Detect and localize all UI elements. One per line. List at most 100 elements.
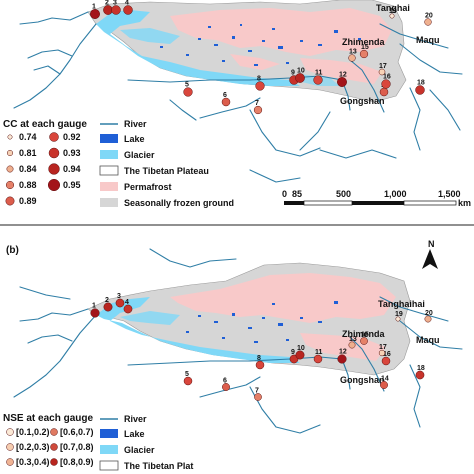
gauge-marker-19	[389, 13, 395, 19]
place-maqu: Maqu	[416, 335, 440, 345]
place-gongshan: Gongshan	[340, 375, 385, 385]
glacier-area	[120, 311, 180, 325]
panel-label-b: (b)	[6, 245, 19, 256]
legend-seasonal: Seasonally frozen ground	[124, 198, 234, 208]
legend-cc-label: 0.84	[19, 164, 37, 174]
gauge-label-17: 17	[379, 344, 387, 351]
gauge-label-11: 11	[315, 349, 323, 356]
gauge-label-7: 7	[255, 387, 259, 394]
scale-label-0: 0	[282, 189, 287, 199]
scale-bar: 0 85 500 1,000 1,500 km	[282, 189, 471, 208]
legend-cc: CC at each gauge 0.74 0.92 0.81 0.93 0.84 0.9…	[3, 119, 87, 206]
glacier-area	[96, 10, 300, 86]
gauge-label-1: 1	[92, 303, 96, 310]
legend-cc-label: 0.93	[63, 148, 81, 158]
gauge-label-15: 15	[361, 44, 369, 51]
gauge-marker-16	[381, 79, 391, 89]
gauge-label-13: 13	[349, 49, 357, 56]
plateau-swatch	[99, 460, 119, 471]
gauge-label-13: 13	[349, 336, 357, 343]
gauge-label-19: 19	[395, 311, 403, 318]
place-maqu: Maqu	[416, 35, 440, 45]
gauge-marker-13	[348, 54, 356, 62]
gauge-marker-3	[115, 298, 125, 308]
gauge-marker-3	[111, 5, 121, 15]
gauge-label-1: 1	[92, 3, 96, 10]
gauge-label-10: 10	[297, 67, 305, 74]
gauge-marker-8	[255, 81, 265, 91]
gauge-label-12: 12	[339, 71, 347, 78]
legend-cc-label: 0.74	[19, 132, 37, 142]
gauge-marker-19	[395, 316, 401, 322]
legend-lake: Lake	[124, 429, 145, 439]
gauge-label-18: 18	[417, 365, 425, 372]
scale-label-1500: 1,500	[438, 189, 461, 199]
lake-swatch	[100, 429, 118, 438]
permafrost-area	[230, 54, 280, 70]
place-tanghaihai: Tanghaihai	[378, 299, 425, 309]
legend-cc-swatch	[5, 180, 15, 190]
gauge-label-3: 3	[117, 293, 121, 300]
lakes	[186, 301, 338, 343]
lakes	[160, 24, 361, 66]
gauge-marker-14	[380, 381, 388, 389]
permafrost-area	[300, 58, 382, 84]
gauge-marker-1	[90, 308, 100, 318]
gauge-label-14: 14	[381, 375, 389, 382]
legend-river: River	[124, 414, 147, 424]
gauge-label-6: 6	[223, 92, 227, 99]
legend-cc-swatch	[48, 163, 60, 175]
panel-b: (b) N	[0, 237, 474, 474]
legend-nse-label: [0.3,0.4)	[16, 457, 50, 467]
legend-cc-swatch	[6, 149, 14, 157]
legend-nse-label: [0.2,0.3)	[16, 442, 50, 452]
permafrost-swatch	[100, 182, 118, 191]
legend-cc-label: 0.81	[19, 148, 37, 158]
gauge-marker-7	[254, 393, 262, 401]
legend-cc-label: 0.88	[19, 180, 37, 190]
gauge-marker-10	[295, 350, 305, 360]
gauge-label-20: 20	[425, 13, 433, 20]
legend-nse-swatch	[50, 443, 58, 451]
gauge-marker-20	[424, 18, 432, 26]
lake-swatch	[100, 134, 118, 143]
gauge-label-2: 2	[105, 0, 109, 6]
gauge-label-5: 5	[185, 82, 189, 89]
legend-nse-swatch	[6, 458, 14, 466]
gauge-label-16: 16	[383, 74, 391, 81]
gauge-label-5: 5	[185, 371, 189, 378]
gauge-marker-10	[295, 73, 305, 83]
gauge-marker-18	[415, 85, 425, 95]
gauge-label-20: 20	[425, 310, 433, 317]
legend-nse-swatch	[6, 428, 14, 436]
map-b: (b) N	[3, 239, 463, 471]
gauge-marker-11	[313, 75, 323, 85]
gauge-label-17: 17	[379, 63, 387, 70]
gauge-marker-18	[415, 370, 425, 380]
north-label: N	[428, 239, 435, 249]
legend-cc-title: CC at each gauge	[3, 119, 87, 130]
legend-lake: Lake	[124, 134, 145, 144]
legend-glacier: Glacier	[124, 445, 155, 455]
gauge-label-7: 7	[255, 100, 259, 107]
gauge-label-2: 2	[105, 297, 109, 304]
legend-layers: River Lake Glacier The Tibetan Plateau P…	[99, 119, 234, 208]
gauge-label-9: 9	[291, 70, 295, 77]
gauge-marker-16	[381, 356, 391, 366]
gauge-marker-5	[183, 376, 193, 386]
gauge-label-18: 18	[417, 80, 425, 87]
gauge-marker-7	[253, 105, 263, 115]
legend-cc-swatch	[48, 147, 60, 159]
legend-permafrost: Permafrost	[124, 182, 172, 192]
permafrost-area	[170, 273, 396, 323]
legend-layers: River Lake Glacier The Tibetan Plat	[99, 414, 193, 471]
north-arrow: N	[422, 239, 438, 269]
rivers	[13, 248, 463, 434]
gauge-marker-1	[90, 9, 100, 19]
gauge-marker-15	[359, 49, 369, 59]
legend-nse-title: NSE at each gauge	[3, 413, 93, 424]
legend-cc-label: 0.89	[19, 196, 37, 206]
legend-nse-label: [0.8,0.9)	[60, 457, 94, 467]
